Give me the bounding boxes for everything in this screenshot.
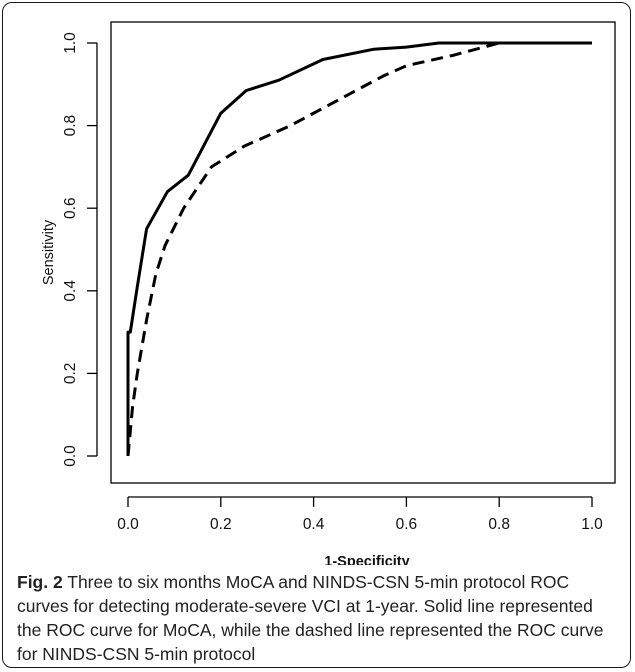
y-tick-label-2: 0.4 [62,280,79,302]
y-tick-label-3: 0.6 [62,197,79,219]
figure-label: Fig. 2 [17,572,63,592]
x-tick-label-4: 0.8 [488,516,510,533]
dashed-roc-curve [126,41,592,457]
y-tick-label-5: 1.0 [62,32,79,54]
y-tick-label-0: 0.0 [62,445,79,467]
figure-caption: Fig. 2 Three to six months MoCA and NIND… [17,570,619,666]
x-axis-label: 1-Specificity [324,554,409,565]
roc-chart: 0.0 0.2 0.4 0.6 0.8 1.0 1-Specificity 0.0 0.2 0.4… [41,21,616,565]
figure-caption-text: Three to six months MoCA and NINDS-CSN 5… [17,572,604,664]
x-tick-label-5: 1.0 [581,516,603,533]
y-axis-label: Sensitivity [41,219,57,285]
x-tick-label-2: 0.4 [303,516,325,533]
x-tick-label-0: 0.0 [117,516,139,533]
plot-frame [110,21,616,484]
x-tick-label-3: 0.6 [396,516,418,533]
y-tick-label-4: 0.8 [62,115,79,137]
x-tick-label-1: 0.2 [210,516,232,533]
y-tick-label-1: 0.2 [62,363,79,385]
solid-roc-curve [126,41,592,456]
